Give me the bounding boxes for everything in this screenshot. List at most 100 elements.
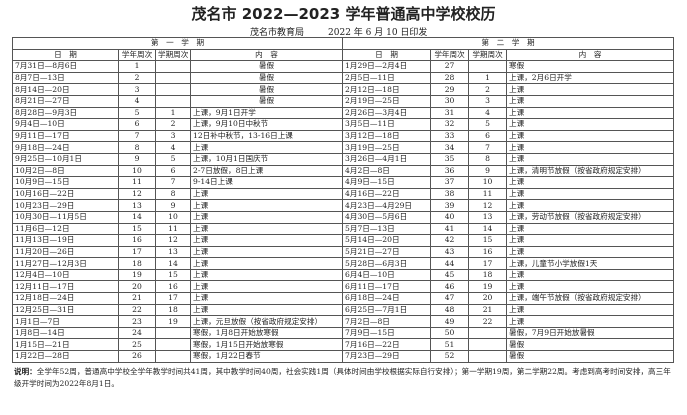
table-row: 9月4日—10日 6 2 上课，9月10日中秋节 3月5日—11日 32 5 上课 — [12, 118, 675, 131]
table-cell: 6月25日—7月1日 — [342, 303, 432, 317]
subtitle: 茂名市教育局 2022 年 6 月 10 日印发 — [250, 25, 451, 38]
table-cell: 上课 — [506, 280, 675, 294]
table-cell: 18 — [118, 257, 156, 270]
column-header-row: 日 期学年周次 学期周次内 容日 期学年周次 学期周次内 容 — [12, 48, 675, 62]
term-header: 第 二 学 期 — [342, 37, 675, 50]
table-row: 11月20日—26日 17 13 上课 5月21日—27日 43 16 上课 — [12, 245, 675, 259]
table-cell: 17 — [468, 257, 508, 270]
table-row: 9月11日—17日 7 3 12日补中秋节，13-16日上课 3月12日—18日 33 6 上… — [12, 129, 675, 143]
table-cell — [468, 326, 508, 340]
table-cell: 16 — [468, 245, 508, 259]
table-cell: 27 — [430, 60, 470, 73]
table-cell: 2 — [468, 83, 508, 96]
table-cell: 3 — [118, 83, 156, 96]
table-cell: 2 — [118, 71, 156, 85]
table-cell: 12日补中秋节，13-16日上课 — [189, 129, 344, 143]
table-cell: 1月1日—7日 — [12, 315, 119, 328]
table-cell: 3月5日—11日 — [342, 118, 432, 131]
table-cell: 16 — [155, 280, 191, 294]
table-cell: 9月18日—24日 — [12, 141, 119, 154]
table-cell: 上课，2月6日开学 — [506, 71, 675, 85]
table-cell: 上课，清明节放假（按省政府规定安排） — [506, 164, 675, 178]
table-row: 12月11日—17日 20 16 上课 6月11日—17日 46 19 上课 — [12, 280, 675, 294]
table-cell: 13 — [468, 210, 508, 224]
table-cell: 31 — [430, 106, 470, 120]
table-cell: 52 — [430, 350, 470, 363]
table-cell: 9-14日上课 — [189, 176, 344, 189]
table-cell: 4 — [155, 141, 191, 154]
column-header: 学年周次 — [118, 48, 156, 62]
table-cell: 36 — [430, 164, 470, 178]
table-cell: 4月23日—4月29日 — [342, 199, 432, 212]
table-cell: 7月2日—8日 — [342, 315, 432, 328]
table-cell: 40 — [430, 210, 470, 224]
table-cell: 1 — [155, 106, 191, 120]
table-row: 9月25日—10月1日 9 5 上课，10月1日国庆节 3月26日—4月1日 35 8 上课 — [12, 152, 675, 166]
table-cell: 2月5日—11日 — [342, 71, 432, 85]
table-cell: 19 — [118, 268, 156, 282]
table-cell: 3月12日—18日 — [342, 129, 432, 143]
table-row: 10月2日—8日 10 6 2-7日放假，8日上课 4月2日—8日 36 9 上课，清明节放假… — [12, 164, 675, 178]
table-cell: 9月25日—10月1日 — [12, 152, 119, 166]
table-cell: 3月19日—25日 — [342, 141, 432, 154]
table-cell: 46 — [430, 280, 470, 294]
table-cell: 上课，端午节放假（按省政府规定安排） — [506, 292, 675, 305]
table-cell: 寒假，1月8日开始放寒假 — [189, 326, 344, 340]
table-cell: 1月8日—14日 — [12, 326, 119, 340]
table-cell: 2 — [155, 118, 191, 131]
table-row: 11月6日—12日 15 11 上课 5月7日—13日 41 14 上课 — [12, 222, 675, 236]
calendar-table: 第 一 学 期第 二 学 期 日 期学年周次 学期周次内 容日 期学年周次 学期周次… — [11, 37, 675, 363]
table-cell: 4月16日—22日 — [342, 187, 432, 201]
table-cell: 7 — [118, 129, 156, 143]
table-cell: 上课 — [506, 83, 675, 96]
table-row: 12月18日—24日 21 17 上课 6月18日—24日 47 20 上课，端午节放假（按省… — [12, 292, 675, 305]
table-cell: 10 — [155, 210, 191, 224]
table-cell: 上课 — [189, 257, 344, 270]
table-cell: 11月27日—12月3日 — [12, 257, 119, 270]
table-cell: 22 — [118, 303, 156, 317]
table-cell: 5 — [155, 152, 191, 166]
table-cell: 10月30日—11月5日 — [12, 210, 119, 224]
column-header: 学期周次 — [155, 48, 191, 62]
table-cell: 上课 — [506, 315, 675, 328]
table-cell: 11月6日—12日 — [12, 222, 119, 236]
table-cell: 4 — [468, 106, 508, 120]
table-cell — [155, 60, 191, 73]
table-cell: 32 — [430, 118, 470, 131]
table-cell — [155, 350, 191, 363]
table-cell: 9 — [118, 152, 156, 166]
table-row: 10月16日—22日 12 8 上课 4月16日—22日 38 11 上课 — [12, 187, 675, 201]
table-cell: 5月21日—27日 — [342, 245, 432, 259]
table-cell: 7 — [155, 176, 191, 189]
table-cell: 上课，元旦放假（按省政府规定安排） — [189, 315, 344, 328]
table-cell: 4 — [118, 94, 156, 108]
table-cell: 18 — [468, 268, 508, 282]
table-body: 第 一 学 期第 二 学 期 日 期学年周次 学期周次内 容日 期学年周次 学期周次… — [11, 37, 675, 363]
table-row: 1月8日—14日 24 寒假，1月8日开始放寒假 7月9日—15日 50 暑假，7月9日开… — [12, 326, 675, 340]
table-cell: 1月22日—28日 — [12, 350, 119, 363]
column-header: 内 容 — [506, 48, 675, 62]
table-cell: 18 — [155, 303, 191, 317]
table-cell: 5 — [118, 106, 156, 120]
table-cell: 7月16日—22日 — [342, 338, 432, 352]
table-row: 10月23日—29日 13 9 上课 4月23日—4月29日 39 12 上课 — [12, 199, 675, 212]
table-cell: 7月31日—8月6日 — [12, 60, 119, 73]
table-row: 7月31日—8月6日 1 暑假 1月29日—2月4日 27 寒假 — [12, 60, 675, 73]
note: 说明：全学年52周，普通高中学校全学年教学时间共41周，其中教学时间40周，社会… — [14, 366, 674, 390]
table-cell: 上课 — [506, 94, 675, 108]
table-cell — [155, 71, 191, 85]
table-cell: 11月13日—19日 — [12, 234, 119, 247]
table-cell: 6 — [118, 118, 156, 131]
table-cell: 49 — [430, 315, 470, 328]
table-cell: 45 — [430, 268, 470, 282]
table-cell: 8月21日—27日 — [12, 94, 119, 108]
table-cell: 7月23日—29日 — [342, 350, 432, 363]
table-cell: 暑假 — [189, 94, 344, 108]
table-cell: 6 — [155, 164, 191, 178]
table-cell: 25 — [118, 338, 156, 352]
table-cell: 上课 — [189, 187, 344, 201]
table-cell: 12 — [118, 187, 156, 201]
table-cell: 8 — [155, 187, 191, 201]
table-cell: 上课，9月10日中秋节 — [189, 118, 344, 131]
table-cell: 寒假 — [506, 60, 675, 73]
